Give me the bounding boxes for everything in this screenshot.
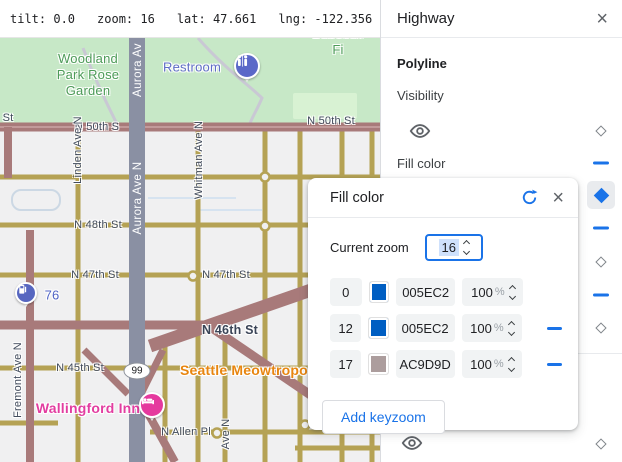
park-path	[196, 38, 264, 127]
cat-cafe-label: Seattle Meowtropoli	[180, 362, 317, 378]
keyzoom-level-chip[interactable]: 0	[330, 278, 362, 306]
route-99-shield: 99	[123, 362, 151, 380]
dialog-title: Fill color	[330, 189, 384, 206]
dialog-header: Fill color ×	[308, 178, 578, 218]
zoom-stepper-icon[interactable]	[462, 239, 471, 255]
allen-pl-label: N Allen Pl	[161, 426, 211, 438]
current-zoom-value[interactable]: 16	[438, 238, 459, 256]
fremont-ave-label: Fremont Ave N	[12, 342, 24, 418]
fill-color-row-label[interactable]: Fill color	[397, 156, 446, 171]
park-label: Woodland Park Rose Garden	[56, 51, 120, 98]
lng-readout: lng: -122.356	[278, 11, 373, 26]
whitman-ave-label: Whitman Ave N	[193, 120, 205, 200]
hex-value-chip[interactable]: 005EC2	[395, 314, 455, 342]
route-99-number: 99	[131, 365, 143, 377]
tilt-readout: tilt: 0.0	[10, 11, 76, 26]
keyzoom-dash-icon[interactable]	[593, 293, 609, 297]
restroom-label: Restroom	[163, 59, 221, 75]
opacity-value: 100	[470, 320, 492, 336]
n47th-label-left: N 47th St	[71, 269, 119, 281]
n47th-label-right: N 47th St	[202, 269, 250, 281]
keyzoom-selected-diamond-icon[interactable]	[587, 181, 615, 209]
keyzoom-level-chip[interactable]: 12	[330, 314, 362, 342]
keyzoom-row: 0 005EC2 100 %	[330, 278, 562, 306]
keyzoom-dash-icon[interactable]	[593, 226, 609, 230]
polyline-section-label: Polyline	[397, 56, 447, 71]
restroom-pin[interactable]	[234, 53, 260, 82]
n45th-label: N 45th St	[56, 362, 104, 374]
highway-roads[interactable]	[0, 122, 380, 462]
color-swatch[interactable]	[368, 281, 390, 303]
gas-station-pin[interactable]	[15, 282, 37, 307]
park-path	[81, 47, 120, 127]
color-swatch[interactable]	[368, 353, 389, 375]
n50th-label-right: N 50th St	[307, 115, 355, 127]
keyzoom-row: 12 005EC2 100 %	[330, 314, 562, 342]
zoom-readout: zoom: 16	[97, 11, 155, 26]
current-zoom-input[interactable]: 16	[424, 233, 483, 261]
fill-color-dialog: Fill color × Current zoom 16 0 005EC	[308, 178, 578, 434]
visibility-label: Visibility	[397, 88, 444, 103]
lat-readout: lat: 47.661	[176, 11, 257, 26]
keyzoom-diamond-icon[interactable]	[595, 256, 607, 268]
aurora-ave-label-top: Aurora Av	[132, 43, 144, 97]
percent-sign: %	[493, 322, 504, 334]
visibility-eye-icon[interactable]	[409, 123, 431, 144]
percent-sign: %	[494, 286, 505, 298]
junction-nodes	[187, 171, 311, 439]
opacity-value: 100	[470, 356, 492, 372]
ballfield-area	[293, 93, 357, 119]
linden-ave-label: Linden Ave N	[72, 116, 84, 184]
bed-icon	[142, 397, 154, 405]
keyzoom-diamond-icon[interactable]	[595, 322, 607, 334]
status-bar: tilt: 0.0 zoom: 16 lat: 47.661 lng: -122…	[0, 0, 380, 38]
inn-label: Wallingford Inn	[35, 400, 141, 416]
n48th-label: N 48th St	[74, 219, 122, 231]
panel-title: Highway	[397, 10, 455, 27]
hex-value-chip[interactable]: 005EC2	[396, 278, 456, 306]
remove-keyzoom-icon[interactable]	[547, 362, 562, 366]
opacity-stepper-icon[interactable]	[507, 320, 515, 336]
opacity-chip[interactable]: 100 %	[461, 350, 523, 378]
baseball-field-label: Baseball Fi	[312, 38, 363, 57]
restroom-icon	[237, 55, 248, 67]
current-zoom-label: Current zoom	[330, 239, 409, 255]
opacity-stepper-icon[interactable]	[508, 284, 516, 300]
dialog-close-icon[interactable]: ×	[552, 186, 564, 209]
keyzoom-level-chip[interactable]: 17	[330, 350, 362, 378]
opacity-stepper-icon[interactable]	[507, 356, 515, 372]
pond-outline	[11, 189, 61, 211]
aurora-ave-label: Aurora Ave N	[132, 161, 144, 235]
street-label: St	[2, 112, 14, 124]
hex-value-chip[interactable]: AC9D9D	[395, 350, 455, 378]
opacity-chip[interactable]: 100 %	[462, 278, 524, 306]
keyzoom-dash-icon[interactable]	[593, 161, 609, 165]
gas-station-label: 76	[44, 287, 60, 303]
opacity-chip[interactable]: 100 %	[461, 314, 523, 342]
keyzoom-row: 17 AC9D9D 100 %	[330, 350, 562, 378]
keyzoom-diamond-icon[interactable]	[595, 125, 607, 137]
n50th-label: N 50th S	[74, 121, 120, 133]
inn-pin[interactable]	[139, 392, 165, 421]
reset-icon[interactable]	[521, 189, 538, 206]
n46th-label: N 46th St	[202, 323, 258, 337]
ave-n-label: Ave N	[220, 418, 232, 450]
panel-header: Highway ×	[381, 0, 622, 38]
color-swatch[interactable]	[368, 317, 389, 339]
keyzoom-diamond-icon[interactable]	[595, 438, 607, 450]
panel-close-icon[interactable]: ×	[596, 7, 608, 30]
current-zoom-row: Current zoom 16	[330, 232, 562, 262]
opacity-value: 100	[471, 284, 493, 300]
fuel-icon	[19, 284, 27, 294]
remove-keyzoom-icon[interactable]	[547, 326, 562, 330]
percent-sign: %	[493, 358, 504, 370]
add-keyzoom-button[interactable]: Add keyzoom	[322, 400, 445, 434]
visibility-eye-icon-bottom[interactable]	[401, 435, 423, 456]
